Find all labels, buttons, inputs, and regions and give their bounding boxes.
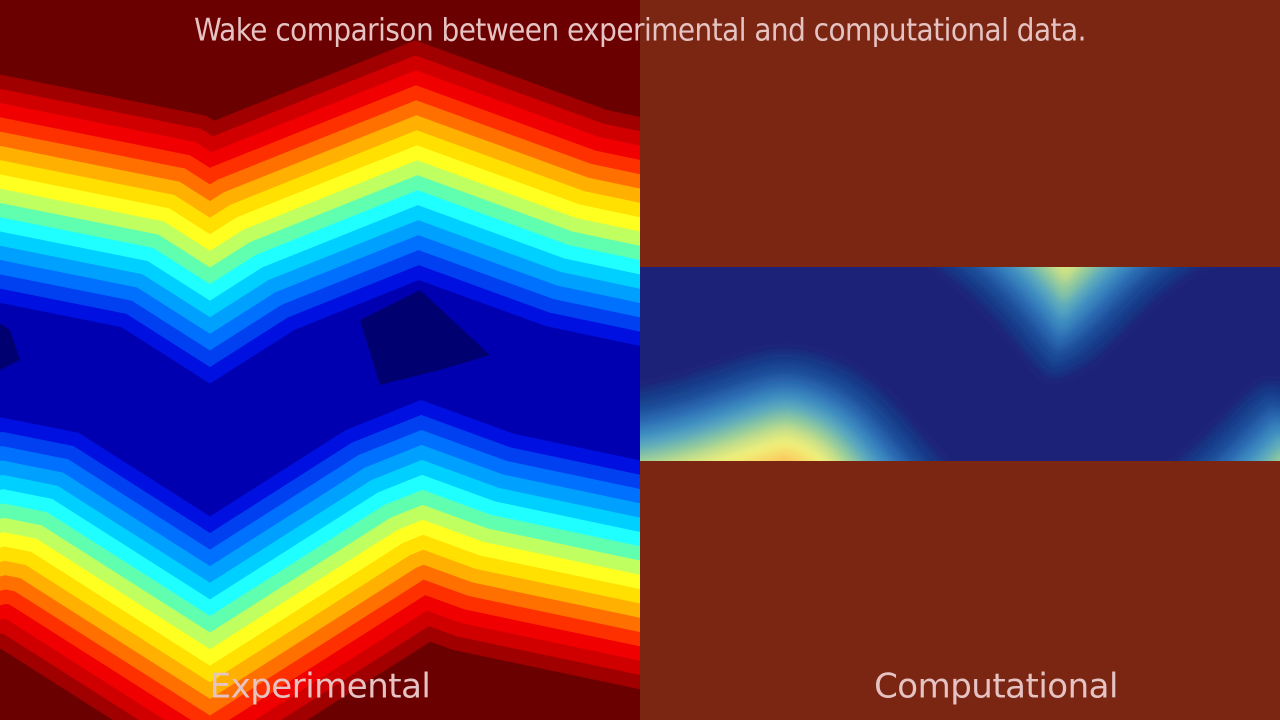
- experimental-contours: [0, 40, 640, 720]
- title: Wake comparison between experimental and…: [194, 13, 1086, 49]
- contour-band: [0, 280, 640, 517]
- contour-band: [640, 215, 1280, 513]
- contour-core: [0, 323, 20, 370]
- contour-core: [360, 290, 490, 385]
- panel-label: Computational: [874, 667, 1118, 707]
- panel-label: Experimental: [210, 667, 431, 707]
- computational-contours: [640, 23, 1280, 705]
